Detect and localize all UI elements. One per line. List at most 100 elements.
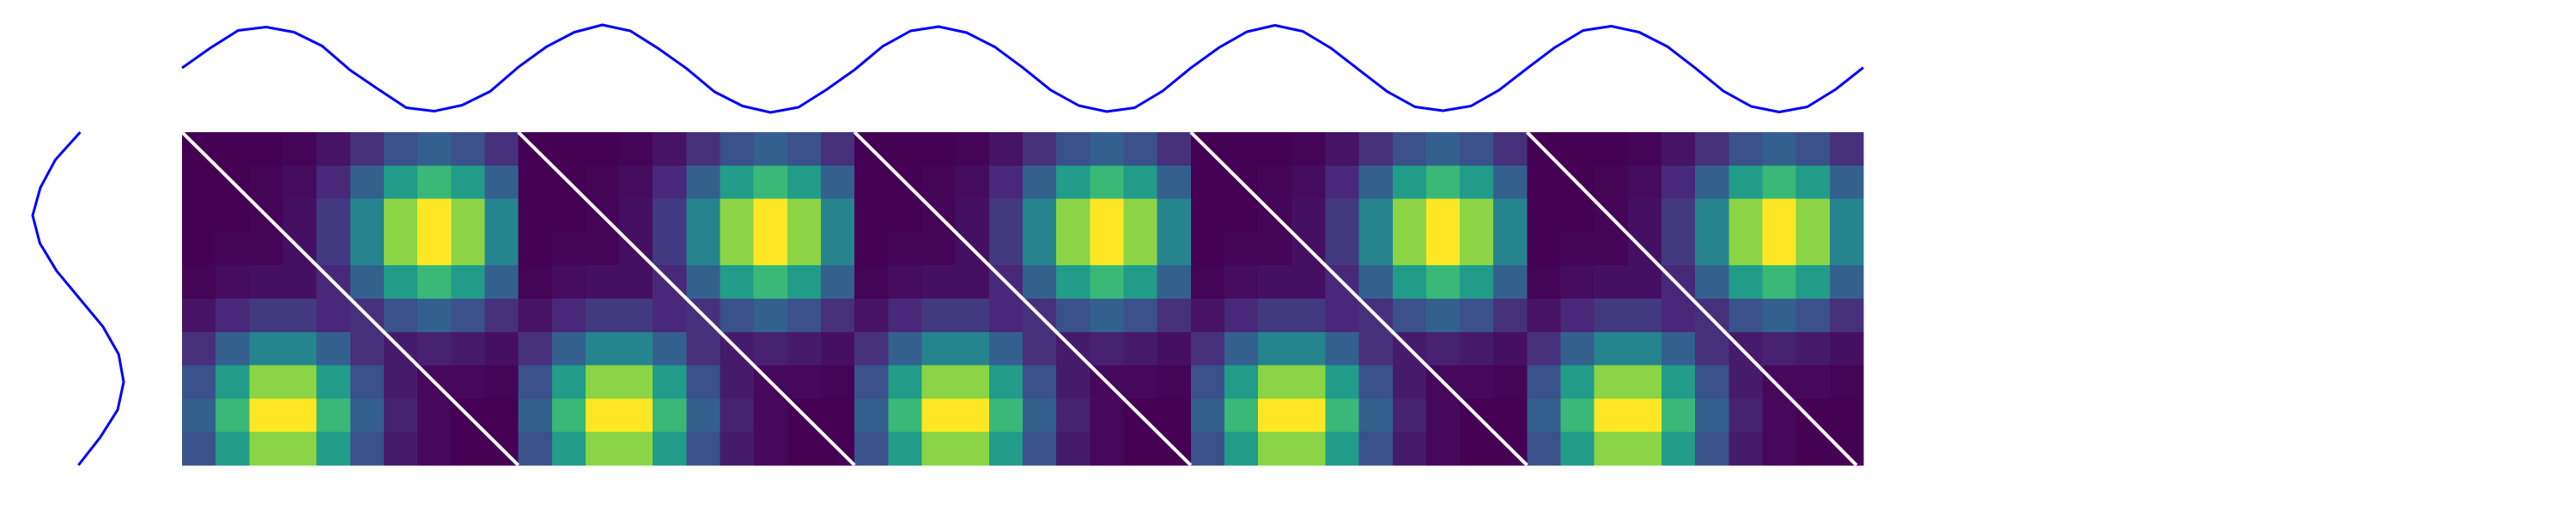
heatmap-cell [1460,232,1494,266]
heatmap-cell [821,198,855,233]
heatmap-cell [821,165,855,200]
heatmap-cell [1594,331,1629,367]
heatmap-cell [1594,299,1629,333]
heatmap-cell [551,265,586,300]
heatmap-cell [1425,165,1461,200]
heatmap-cell [1392,299,1427,333]
heatmap-cell [1056,265,1091,300]
heatmap-cell [249,398,284,433]
heatmap-cell [451,198,486,233]
heatmap-cell [182,232,216,266]
heatmap-cell [1090,398,1125,433]
heatmap-cell [1425,198,1461,233]
heatmap-cell [854,299,889,333]
heatmap-cell [518,165,553,200]
heatmap-cell [1392,132,1427,167]
heatmap-cell [1493,265,1528,300]
heatmap-cell [1627,132,1662,167]
heatmap-cell [1291,365,1327,399]
heatmap-cell [585,331,620,367]
heatmap-cell [988,432,1024,466]
heatmap-cell [1662,165,1696,200]
heatmap-cell [1023,165,1057,200]
heatmap-cell [686,398,721,433]
heatmap-cell [888,331,923,367]
heatmap-cell [316,299,351,333]
heatmap-cell [283,265,318,300]
heatmap-cell [1291,165,1327,200]
heatmap-cell [653,331,687,367]
heatmap-cell [1157,198,1192,233]
heatmap-cell [1123,299,1158,333]
heatmap-cell [1358,265,1394,300]
heatmap-cell [1090,299,1125,333]
heatmap-cell [585,232,620,266]
heatmap-cell [349,165,385,200]
heatmap-cell [787,265,822,300]
heatmap-cell [1157,265,1192,300]
heatmap-cell [1695,299,1729,333]
heatmap-cell [1258,265,1292,300]
heatmap-cell [182,432,216,466]
heatmap-cell [551,198,586,233]
heatmap-cell [417,331,452,367]
heatmap-cell [1157,365,1192,399]
heatmap-cell [1358,432,1394,466]
heatmap-cell [451,432,486,466]
heatmap-cell [585,398,620,433]
heatmap-cell [585,299,620,333]
heatmap-cell [1425,265,1461,300]
heatmap-cell [1190,432,1225,466]
heatmap-cell [787,232,822,266]
heatmap-cell [249,165,284,200]
heatmap-cell [417,132,452,167]
heatmap-cell [619,198,653,233]
heatmap-cell [1157,331,1192,367]
heatmap-cell [1560,432,1595,466]
heatmap-cell [1460,299,1494,333]
heatmap-cell [686,132,721,167]
heatmap-cell [1728,132,1764,167]
heatmap-cell [417,198,452,233]
heatmap-cell [1425,331,1461,367]
path-line [517,130,856,467]
heatmap-cell [753,299,788,333]
heatmap-cell [216,232,250,266]
heatmap-cell [1190,232,1225,266]
heatmap-cell [1493,365,1528,399]
heatmap-cell [1157,232,1192,266]
heatmap-cell [1728,232,1764,266]
heatmap-cell [854,398,889,433]
heatmap-cell [619,331,653,367]
heatmap-cell [1190,265,1225,300]
heatmap-cell [585,365,620,399]
heatmap-cell [753,432,788,466]
heatmap-cell [955,165,990,200]
heatmap-cell [551,331,586,367]
heatmap-cell [1090,265,1125,300]
heatmap-cell [1023,398,1057,433]
heatmap-cell [653,132,687,167]
heatmap-cell [888,265,923,300]
heatmap-cell [551,299,586,333]
heatmap-cell [216,432,250,466]
heatmap-cell [1728,365,1764,399]
heatmap-cell [451,265,486,300]
heatmap-cell [720,432,755,466]
heatmap-cell [988,299,1024,333]
heatmap-cell [787,165,822,200]
heatmap-cell [653,398,687,433]
heatmap-cell [1594,165,1629,200]
path-line [1525,130,1858,467]
heatmap-cell [1594,132,1629,167]
heatmap-cell [1425,299,1461,333]
heatmap-cell [921,132,957,167]
heatmap-cell [1224,299,1259,333]
heatmap-cell [653,198,687,233]
heatmap-cell [1762,165,1797,200]
heatmap-cell [1594,265,1629,300]
heatmap-cell [283,398,318,433]
heatmap-cell [1728,299,1764,333]
